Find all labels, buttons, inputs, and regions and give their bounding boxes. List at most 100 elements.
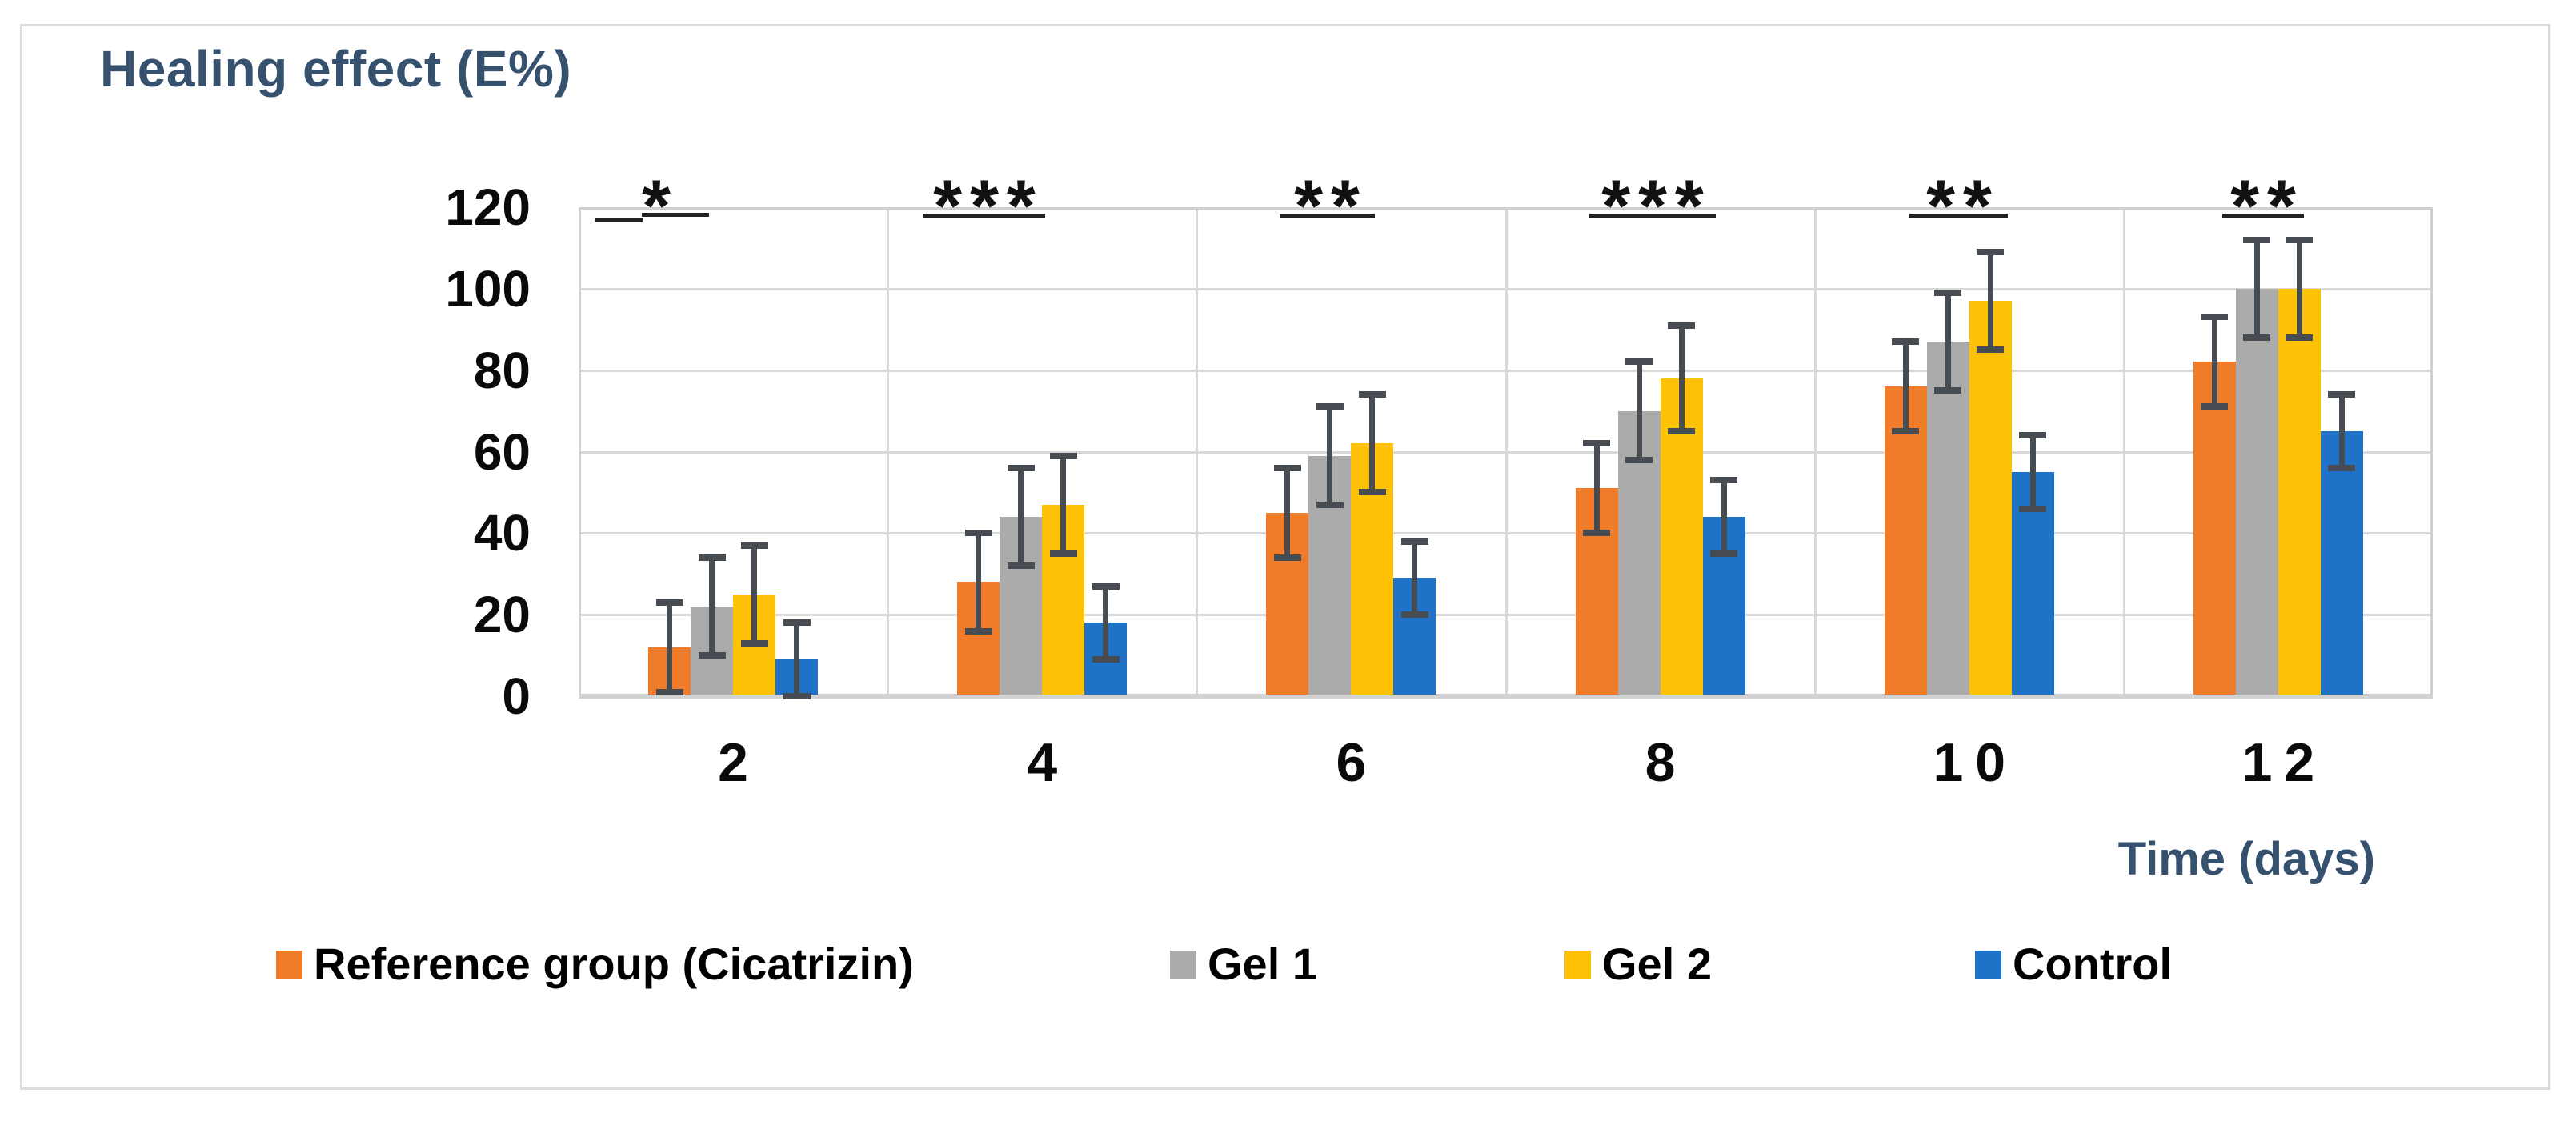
legend-swatch-series3 — [1564, 951, 1591, 979]
x-tick-label-10: 10 — [1873, 735, 2065, 790]
significance-line-day4 — [923, 214, 1045, 218]
error-bar-cap-bottom — [1007, 562, 1035, 570]
error-bar-cap-bottom — [1316, 501, 1344, 508]
error-bar-cap-top — [1710, 477, 1738, 484]
significance-line-day2 — [595, 218, 643, 222]
error-bar-cap-top — [1977, 249, 2005, 255]
error-bar-whisker — [1060, 455, 1067, 554]
error-bar-whisker — [2338, 394, 2345, 468]
error-bar-cap-bottom — [1625, 456, 1653, 463]
significance-stars-day2: * — [496, 170, 816, 243]
error-bar-cap-top — [2243, 236, 2271, 243]
significance-stars-text: ** — [1926, 166, 2000, 247]
error-bar-cap-bottom — [2286, 334, 2314, 341]
error-bar-cap-top — [1934, 289, 1962, 296]
x-tick-label-2: 2 — [637, 735, 829, 790]
y-tick-label-60: 60 — [473, 422, 531, 481]
error-bar-cap-bottom — [1273, 554, 1301, 561]
error-bar-cap-top — [698, 554, 726, 561]
error-bar-cap-bottom — [655, 688, 683, 695]
error-bar-cap-bottom — [1710, 550, 1738, 557]
error-bar-cap-top — [1092, 583, 1120, 590]
legend-swatch-series4 — [1975, 951, 2001, 979]
bar-series3-day10 — [1969, 301, 2012, 696]
x-tick-text: 12 — [2241, 732, 2327, 793]
error-bar-cap-top — [740, 542, 768, 549]
error-bar-cap-bottom — [1583, 530, 1611, 537]
error-bar-cap-top — [1625, 358, 1653, 366]
error-bar-cap-bottom — [964, 627, 992, 635]
error-bar-whisker — [1327, 406, 1333, 505]
error-bar-cap-bottom — [2328, 464, 2356, 471]
legend-label-series3: Gel 2 — [1602, 939, 1712, 989]
legend-label-series4: Control — [2013, 939, 2173, 989]
legend-label-series2: Gel 1 — [1208, 939, 1317, 989]
chart-title: Healing effect (E%) — [100, 40, 572, 98]
y-tick-label-80: 80 — [473, 341, 531, 399]
bar-series2-day12 — [2235, 288, 2278, 696]
error-bar-whisker — [2296, 239, 2302, 338]
error-bar-whisker — [976, 533, 982, 631]
y-tick-label-0: 0 — [502, 667, 531, 725]
error-bar-whisker — [2029, 435, 2036, 509]
x-axis-title: Time (days) — [2117, 833, 2375, 885]
error-bar-whisker — [2253, 239, 2260, 338]
error-bar-cap-bottom — [1934, 387, 1962, 394]
error-bar-cap-bottom — [1400, 611, 1428, 619]
error-bar-cap-bottom — [2243, 334, 2271, 341]
x-tick-label-4: 4 — [946, 735, 1138, 790]
x-tick-text: 10 — [1933, 732, 2017, 793]
significance-stars-day8: *** — [1492, 170, 1813, 243]
y-tick-label-100: 100 — [445, 259, 531, 318]
error-bar-cap-bottom — [1668, 428, 1696, 435]
error-bar-whisker — [1678, 325, 1685, 432]
error-bar-whisker — [1412, 541, 1418, 615]
legend-label-series1: Reference group (Cicatrizin) — [314, 939, 914, 989]
bar-series1-day10 — [1884, 386, 1927, 696]
plot-area-border — [579, 207, 2433, 696]
error-bar-whisker — [1902, 342, 1909, 432]
gridline-x-separator — [1504, 207, 1508, 696]
significance-stars-text: ** — [2230, 166, 2304, 247]
significance-line-day6 — [1280, 214, 1375, 218]
significance-stars-text: *** — [933, 166, 1044, 247]
significance-stars-day4: *** — [824, 170, 1144, 243]
error-bar-whisker — [1721, 480, 1727, 554]
error-bar-cap-bottom — [1049, 550, 1077, 557]
error-bar-cap-bottom — [740, 639, 768, 647]
bar-series4-day12 — [2320, 431, 2363, 696]
significance-line-day2 — [642, 213, 709, 217]
legend-swatch-series2 — [1170, 951, 1196, 979]
significance-stars-day10: ** — [1799, 170, 2119, 243]
error-bar-cap-top — [1049, 452, 1077, 459]
error-bar-cap-top — [2328, 391, 2356, 398]
gridline-x-separator — [887, 207, 890, 696]
error-bar-cap-bottom — [1977, 346, 2005, 354]
error-bar-cap-top — [1007, 464, 1035, 471]
significance-stars-day12: ** — [2103, 170, 2423, 243]
gridline-x-separator — [1196, 207, 1199, 696]
error-bar-whisker — [751, 545, 758, 643]
error-bar-cap-bottom — [1358, 489, 1386, 496]
significance-line-day10 — [1909, 214, 2008, 218]
error-bar-cap-top — [2286, 236, 2314, 243]
error-bar-cap-top — [1668, 322, 1696, 329]
x-tick-label-8: 8 — [1564, 735, 1757, 790]
error-bar-whisker — [2211, 317, 2217, 407]
y-tick-label-40: 40 — [473, 504, 531, 562]
x-tick-text: 8 — [1645, 732, 1688, 793]
error-bar-cap-top — [2201, 314, 2229, 321]
error-bar-whisker — [1103, 586, 1109, 660]
error-bar-whisker — [667, 602, 673, 692]
bar-series1-day12 — [2193, 362, 2236, 696]
error-bar-whisker — [1987, 252, 1993, 350]
x-tick-text: 4 — [1027, 732, 1070, 793]
error-bar-whisker — [1018, 467, 1024, 567]
y-tick-label-20: 20 — [473, 586, 531, 644]
significance-stars-text: * — [642, 166, 679, 247]
error-bar-whisker — [794, 623, 800, 696]
error-bar-whisker — [1636, 362, 1642, 460]
error-bar-cap-top — [1358, 391, 1386, 398]
error-bar-cap-bottom — [1092, 656, 1120, 663]
error-bar-cap-top — [1316, 403, 1344, 410]
